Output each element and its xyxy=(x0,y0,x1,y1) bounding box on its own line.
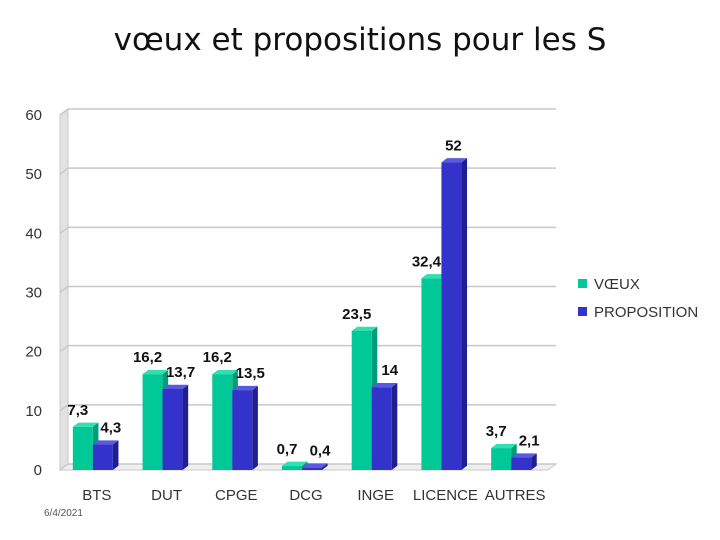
y-tick-label: 40 xyxy=(25,225,42,242)
bar-proposition-licence xyxy=(441,158,468,471)
bar-proposition-bts xyxy=(92,440,119,470)
slide-date: 6/4/2021 xyxy=(44,508,83,519)
data-label: 0,7 xyxy=(277,441,298,458)
y-tick-label: 10 xyxy=(25,403,42,420)
gridline-depth xyxy=(59,345,69,353)
gridline-depth xyxy=(59,167,69,175)
y-tick-label: 60 xyxy=(25,107,42,124)
bar-proposition-autres xyxy=(511,453,537,470)
legend-swatch xyxy=(578,279,587,288)
data-label: 32,4 xyxy=(412,253,442,270)
x-tick-label: CPGE xyxy=(215,487,258,504)
data-label: 13,7 xyxy=(166,364,195,381)
data-label: 23,5 xyxy=(342,306,371,323)
data-label: 16,2 xyxy=(203,349,232,366)
data-label: 13,5 xyxy=(236,365,265,382)
data-label: 14 xyxy=(381,362,398,379)
data-label: 0,4 xyxy=(310,443,332,460)
bar-voeux-bts xyxy=(72,422,99,470)
gridline-depth xyxy=(59,108,69,116)
bar-proposition-inge xyxy=(371,382,398,470)
legend-label: VŒUX xyxy=(594,276,640,293)
data-label: 3,7 xyxy=(486,423,507,440)
x-tick-label: DCG xyxy=(289,487,322,504)
x-tick-label: INGE xyxy=(357,487,394,504)
legend-swatch xyxy=(578,307,587,316)
y-tick-label: 0 xyxy=(34,462,42,479)
legend-item-proposition: PROPOSITION xyxy=(578,304,698,321)
legend-item-voeux: VŒUX xyxy=(578,276,640,293)
slide-title: vœux et propositions pour les S xyxy=(113,22,607,58)
bar-proposition-dut xyxy=(162,384,189,470)
data-label: 2,1 xyxy=(519,433,540,450)
y-tick-label: 30 xyxy=(25,285,42,302)
gridline-depth xyxy=(59,404,69,412)
y-tick-label: 50 xyxy=(25,166,42,183)
data-label: 52 xyxy=(445,137,462,154)
gridline-depth xyxy=(59,285,69,294)
bar-proposition-dcg xyxy=(302,463,328,470)
x-tick-label: DUT xyxy=(151,487,182,504)
data-label: 16,2 xyxy=(133,349,162,366)
gridline-depth xyxy=(59,463,69,471)
data-label: 7,3 xyxy=(67,402,88,419)
gridline-depth xyxy=(59,226,69,234)
x-tick-label: LICENCE xyxy=(413,487,478,504)
x-tick-label: BTS xyxy=(82,487,111,504)
x-tick-label: AUTRES xyxy=(485,487,546,504)
y-tick-label: 20 xyxy=(25,344,42,361)
bar-proposition-cpge xyxy=(232,385,258,470)
legend-label: PROPOSITION xyxy=(594,304,698,321)
data-label: 4,3 xyxy=(100,420,121,437)
